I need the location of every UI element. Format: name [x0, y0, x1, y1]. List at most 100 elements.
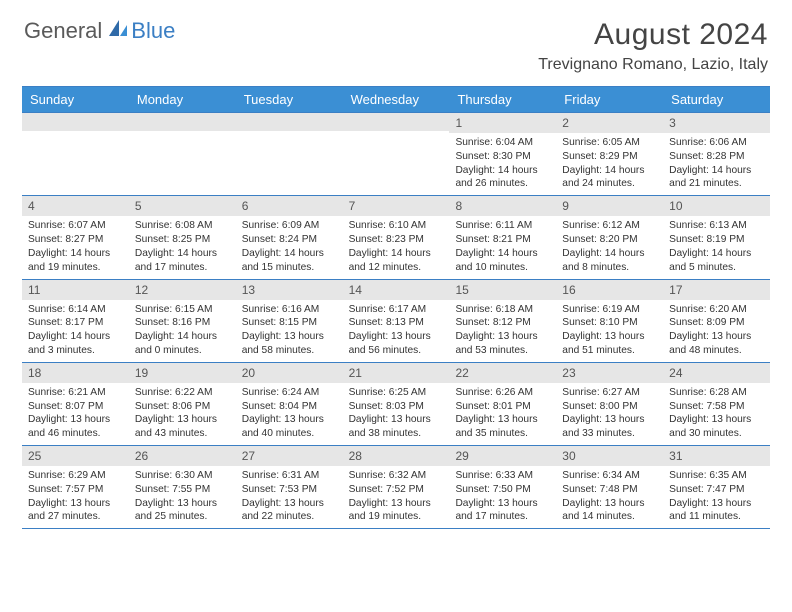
daylight1-text: Daylight: 13 hours: [669, 497, 764, 511]
sunrise-text: Sunrise: 6:17 AM: [349, 303, 444, 317]
daylight2-text: and 3 minutes.: [28, 344, 123, 358]
calendar: SundayMondayTuesdayWednesdayThursdayFrid…: [22, 86, 770, 528]
date-number: 12: [129, 280, 236, 300]
date-number: 22: [449, 363, 556, 383]
sunset-text: Sunset: 8:16 PM: [135, 316, 230, 330]
day-cell: 13 Sunrise: 6:16 AMSunset: 8:15 PMDayligh…: [236, 280, 343, 362]
date-number: 29: [449, 446, 556, 466]
day-cell: [236, 113, 343, 195]
date-number: 14: [343, 280, 450, 300]
date-number: 11: [22, 280, 129, 300]
daylight1-text: Daylight: 13 hours: [135, 413, 230, 427]
sunset-text: Sunset: 8:03 PM: [349, 400, 444, 414]
daylight1-text: Daylight: 14 hours: [562, 164, 657, 178]
daylight1-text: Daylight: 14 hours: [135, 330, 230, 344]
daylight1-text: Daylight: 14 hours: [349, 247, 444, 261]
daylight1-text: Daylight: 14 hours: [135, 247, 230, 261]
daylight2-text: and 51 minutes.: [562, 344, 657, 358]
daylight2-text: and 17 minutes.: [455, 510, 550, 524]
daylight2-text: and 25 minutes.: [135, 510, 230, 524]
day-cell: 27Sunrise: 6:31 AMSunset: 7:53 PMDayligh…: [236, 446, 343, 528]
date-number: 26: [129, 446, 236, 466]
date-number: 9: [556, 196, 663, 216]
day-cell: [129, 113, 236, 195]
sunset-text: Sunset: 7:52 PM: [349, 483, 444, 497]
sunset-text: Sunset: 8:15 PM: [242, 316, 337, 330]
sunset-text: Sunset: 8:13 PM: [349, 316, 444, 330]
day-cell: 24Sunrise: 6:28 AMSunset: 7:58 PMDayligh…: [663, 363, 770, 445]
title-block: August 2024 Trevignano Romano, Lazio, It…: [538, 18, 768, 74]
logo: General Blue: [24, 18, 175, 44]
sunrise-text: Sunrise: 6:21 AM: [28, 386, 123, 400]
sunset-text: Sunset: 8:06 PM: [135, 400, 230, 414]
sunrise-text: Sunrise: 6:34 AM: [562, 469, 657, 483]
sunset-text: Sunset: 8:12 PM: [455, 316, 550, 330]
day-cell: 7Sunrise: 6:10 AMSunset: 8:23 PMDaylight…: [343, 196, 450, 278]
sunset-text: Sunset: 8:25 PM: [135, 233, 230, 247]
daylight1-text: Daylight: 13 hours: [242, 330, 337, 344]
day-cell: 11Sunrise: 6:14 AMSunset: 8:17 PMDayligh…: [22, 280, 129, 362]
daylight2-text: and 53 minutes.: [455, 344, 550, 358]
date-number: 25: [22, 446, 129, 466]
day-cell: 30Sunrise: 6:34 AMSunset: 7:48 PMDayligh…: [556, 446, 663, 528]
day-cell: 8Sunrise: 6:11 AMSunset: 8:21 PMDaylight…: [449, 196, 556, 278]
sunset-text: Sunset: 7:48 PM: [562, 483, 657, 497]
date-number: 4: [22, 196, 129, 216]
daylight2-text: and 58 minutes.: [242, 344, 337, 358]
sunset-text: Sunset: 8:00 PM: [562, 400, 657, 414]
sunset-text: Sunset: 8:17 PM: [28, 316, 123, 330]
day-cell: 2Sunrise: 6:05 AMSunset: 8:29 PMDaylight…: [556, 113, 663, 195]
daylight2-text: and 10 minutes.: [455, 261, 550, 275]
day-header: Thursday: [449, 87, 556, 112]
day-header: Friday: [556, 87, 663, 112]
day-cell: 25Sunrise: 6:29 AMSunset: 7:57 PMDayligh…: [22, 446, 129, 528]
daylight1-text: Daylight: 13 hours: [562, 413, 657, 427]
sunset-text: Sunset: 7:58 PM: [669, 400, 764, 414]
weeks-container: 1Sunrise: 6:04 AMSunset: 8:30 PMDaylight…: [22, 112, 770, 528]
sunset-text: Sunset: 8:28 PM: [669, 150, 764, 164]
daylight2-text: and 22 minutes.: [242, 510, 337, 524]
daylight1-text: Daylight: 13 hours: [562, 330, 657, 344]
daylight1-text: Daylight: 14 hours: [455, 164, 550, 178]
sunset-text: Sunset: 8:09 PM: [669, 316, 764, 330]
sunrise-text: Sunrise: 6:19 AM: [562, 303, 657, 317]
sunrise-text: Sunrise: 6:18 AM: [455, 303, 550, 317]
date-number: 13: [236, 280, 343, 300]
week-row: 1Sunrise: 6:04 AMSunset: 8:30 PMDaylight…: [22, 112, 770, 195]
date-number: [129, 113, 236, 131]
date-number: [22, 113, 129, 131]
daylight1-text: Daylight: 13 hours: [455, 330, 550, 344]
sunset-text: Sunset: 8:30 PM: [455, 150, 550, 164]
date-number: [236, 113, 343, 131]
sunrise-text: Sunrise: 6:33 AM: [455, 469, 550, 483]
calendar-bottom-rule: [22, 528, 770, 529]
daylight1-text: Daylight: 14 hours: [28, 330, 123, 344]
sunset-text: Sunset: 8:19 PM: [669, 233, 764, 247]
sunrise-text: Sunrise: 6:28 AM: [669, 386, 764, 400]
daylight2-text: and 33 minutes.: [562, 427, 657, 441]
day-cell: 21Sunrise: 6:25 AMSunset: 8:03 PMDayligh…: [343, 363, 450, 445]
sunrise-text: Sunrise: 6:16 AM: [242, 303, 337, 317]
day-cell: [343, 113, 450, 195]
day-cell: 29Sunrise: 6:33 AMSunset: 7:50 PMDayligh…: [449, 446, 556, 528]
sunset-text: Sunset: 7:53 PM: [242, 483, 337, 497]
daylight2-text: and 38 minutes.: [349, 427, 444, 441]
month-title: August 2024: [538, 18, 768, 52]
sunset-text: Sunset: 8:24 PM: [242, 233, 337, 247]
sunrise-text: Sunrise: 6:15 AM: [135, 303, 230, 317]
daylight2-text: and 5 minutes.: [669, 261, 764, 275]
daylight2-text: and 56 minutes.: [349, 344, 444, 358]
daylight2-text: and 24 minutes.: [562, 177, 657, 191]
daylight1-text: Daylight: 13 hours: [349, 497, 444, 511]
day-header: Sunday: [22, 87, 129, 112]
sunrise-text: Sunrise: 6:31 AM: [242, 469, 337, 483]
daylight2-text: and 15 minutes.: [242, 261, 337, 275]
daylight2-text: and 26 minutes.: [455, 177, 550, 191]
sunrise-text: Sunrise: 6:06 AM: [669, 136, 764, 150]
daylight2-text: and 14 minutes.: [562, 510, 657, 524]
date-number: 10: [663, 196, 770, 216]
daylight2-text: and 19 minutes.: [28, 261, 123, 275]
sunrise-text: Sunrise: 6:29 AM: [28, 469, 123, 483]
sunrise-text: Sunrise: 6:30 AM: [135, 469, 230, 483]
date-number: 20: [236, 363, 343, 383]
